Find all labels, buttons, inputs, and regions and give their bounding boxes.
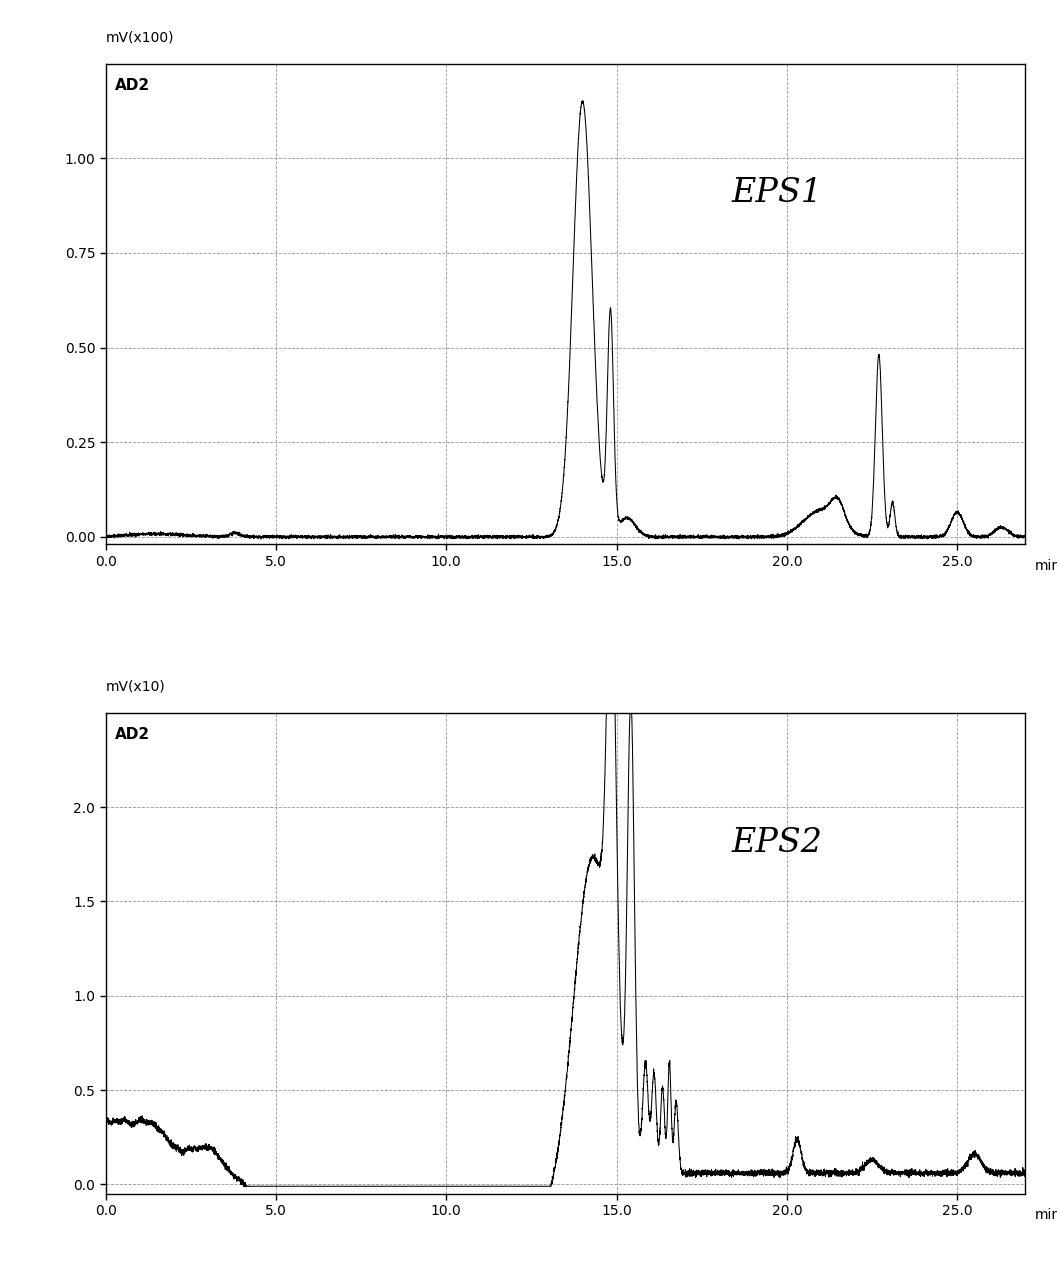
Text: EPS1: EPS1 [731,178,822,210]
Text: EPS2: EPS2 [731,827,822,859]
Text: min: min [1035,559,1057,573]
Text: min: min [1035,1208,1057,1222]
Text: AD2: AD2 [115,728,150,742]
Text: mV(x100): mV(x100) [106,30,174,44]
Text: mV(x10): mV(x10) [106,679,166,693]
Text: AD2: AD2 [115,77,150,93]
